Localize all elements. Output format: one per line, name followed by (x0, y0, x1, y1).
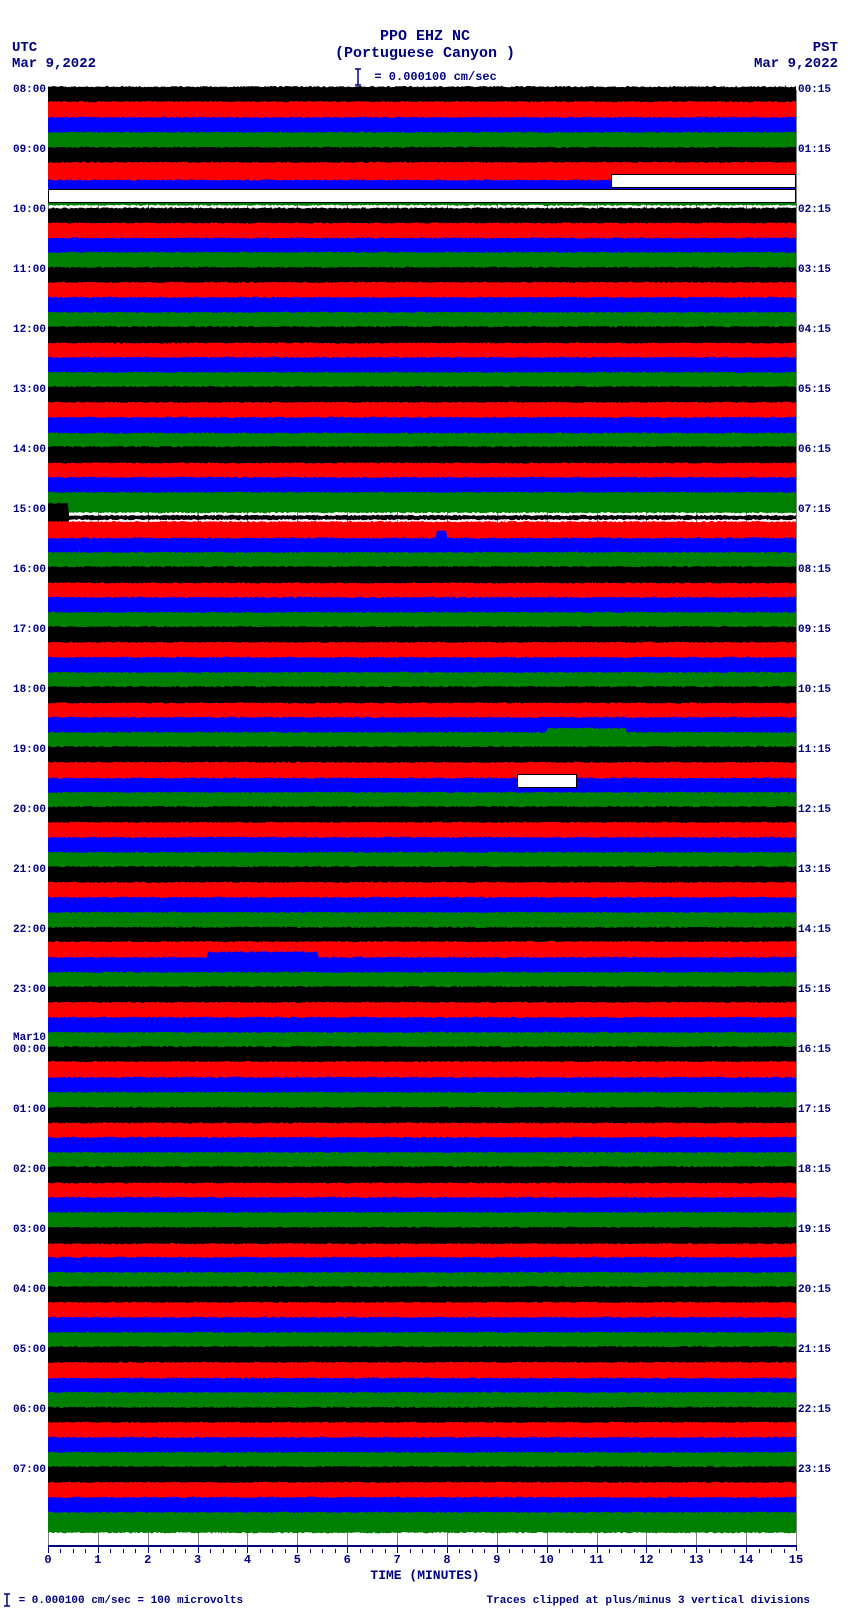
tz-left-label: UTC (12, 40, 96, 56)
pst-hour-label: 06:15 (798, 444, 831, 456)
pst-hour-label: 10:15 (798, 684, 831, 696)
utc-hour-label: 06:00 (13, 1404, 46, 1416)
utc-hour-label: 02:00 (13, 1164, 46, 1176)
pst-hour-label: 20:15 (798, 1284, 831, 1296)
utc-hour-label: 17:00 (13, 624, 46, 636)
pst-hour-label: 23:15 (798, 1464, 831, 1476)
utc-hour-label: 16:00 (13, 564, 46, 576)
x-tick-label: 15 (789, 1553, 803, 1567)
tz-right-date: Mar 9,2022 (754, 56, 838, 72)
pst-hour-label: 18:15 (798, 1164, 831, 1176)
data-gap (611, 174, 796, 188)
pst-hour-label: 00:15 (798, 84, 831, 96)
pst-hour-label: 03:15 (798, 264, 831, 276)
pst-hour-label: 07:15 (798, 504, 831, 516)
utc-hour-label: 07:00 (13, 1464, 46, 1476)
x-tick-label: 3 (194, 1553, 201, 1567)
utc-hour-label: 01:00 (13, 1104, 46, 1116)
x-axis-title: TIME (MINUTES) (0, 1568, 850, 1583)
pst-hour-label: 22:15 (798, 1404, 831, 1416)
utc-hour-label: 12:00 (13, 324, 46, 336)
pst-hour-label: 08:15 (798, 564, 831, 576)
utc-hour-label: 22:00 (13, 924, 46, 936)
x-tick-label: 1 (94, 1553, 101, 1567)
utc-hour-label: 23:00 (13, 984, 46, 996)
utc-hour-label: 03:00 (13, 1224, 46, 1236)
pst-hour-label: 12:15 (798, 804, 831, 816)
tz-left-block: UTC Mar 9,2022 (12, 40, 96, 72)
pst-hour-label: 01:15 (798, 144, 831, 156)
pst-hour-label: 09:15 (798, 624, 831, 636)
x-tick-label: 10 (539, 1553, 553, 1567)
utc-hour-label: 21:00 (13, 864, 46, 876)
utc-hour-label: 11:00 (13, 264, 46, 276)
utc-hour-label: 20:00 (13, 804, 46, 816)
x-tick-label: 12 (639, 1553, 653, 1567)
tz-left-date: Mar 9,2022 (12, 56, 96, 72)
x-tick-label: 4 (244, 1553, 251, 1567)
pst-hour-label: 05:15 (798, 384, 831, 396)
utc-hour-label: 09:00 (13, 144, 46, 156)
pst-hour-label: 02:15 (798, 204, 831, 216)
pst-hour-label: 17:15 (798, 1104, 831, 1116)
x-tick-label: 13 (689, 1553, 703, 1567)
x-tick-label: 6 (344, 1553, 351, 1567)
pst-hour-label: 04:15 (798, 324, 831, 336)
data-gap (517, 774, 577, 788)
seismogram-plot: 08:0009:0010:0011:0012:0013:0014:0015:00… (48, 90, 796, 1545)
tz-right-block: PST Mar 9,2022 (754, 40, 838, 72)
pst-hour-label: 16:15 (798, 1044, 831, 1056)
station-title: PPO EHZ NC (0, 28, 850, 45)
utc-hour-label: 19:00 (13, 744, 46, 756)
utc-hour-label: 14:00 (13, 444, 46, 456)
tz-right-label: PST (754, 40, 838, 56)
utc-hour-label: 18:00 (13, 684, 46, 696)
x-tick-label: 9 (493, 1553, 500, 1567)
x-axis: 0123456789101112131415 (48, 1545, 796, 1569)
data-gap (48, 189, 796, 203)
footer-scale: = 0.000100 cm/sec = 100 microvolts (2, 1593, 243, 1607)
utc-hour-label: 15:00 (13, 504, 46, 516)
utc-hour-label: 10:00 (13, 204, 46, 216)
utc-hour-label: 05:00 (13, 1344, 46, 1356)
day-mark: Mar10 (13, 1032, 46, 1044)
station-location: (Portuguese Canyon ) (0, 45, 850, 62)
pst-hour-label: 19:15 (798, 1224, 831, 1236)
utc-hour-label: 00:00 (13, 1044, 46, 1056)
x-tick-label: 8 (443, 1553, 450, 1567)
pst-hour-label: 14:15 (798, 924, 831, 936)
utc-hour-label: 13:00 (13, 384, 46, 396)
seismic-trace (48, 1515, 796, 1530)
footer-clip-note: Traces clipped at plus/minus 3 vertical … (487, 1595, 810, 1607)
pst-hour-label: 15:15 (798, 984, 831, 996)
pst-hour-label: 21:15 (798, 1344, 831, 1356)
x-tick-label: 7 (393, 1553, 400, 1567)
pst-hour-label: 13:15 (798, 864, 831, 876)
x-tick-label: 0 (44, 1553, 51, 1567)
utc-hour-label: 04:00 (13, 1284, 46, 1296)
x-tick-label: 5 (294, 1553, 301, 1567)
x-tick-label: 2 (144, 1553, 151, 1567)
utc-hour-label: 08:00 (13, 84, 46, 96)
pst-hour-label: 11:15 (798, 744, 831, 756)
x-tick-label: 14 (739, 1553, 753, 1567)
x-tick-label: 11 (589, 1553, 603, 1567)
